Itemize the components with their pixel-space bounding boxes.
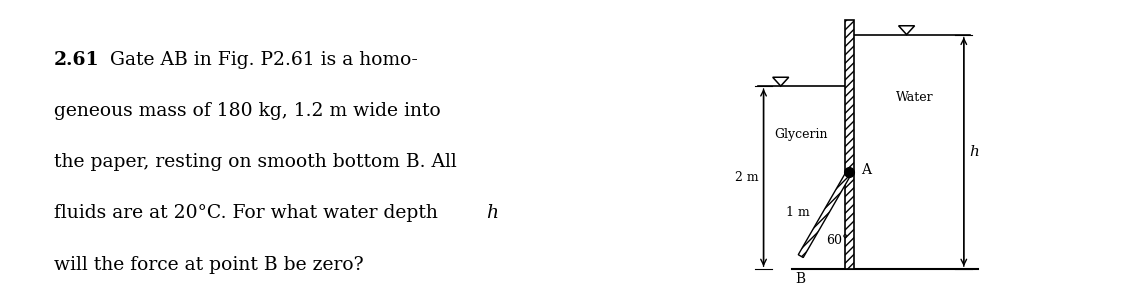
Polygon shape xyxy=(773,77,789,86)
Text: B: B xyxy=(795,272,806,286)
Text: 2.61: 2.61 xyxy=(54,51,99,69)
Text: Glycerin: Glycerin xyxy=(774,128,828,141)
Text: Water: Water xyxy=(897,91,934,104)
Text: the paper, resting on smooth bottom B. All: the paper, resting on smooth bottom B. A… xyxy=(54,153,457,171)
Polygon shape xyxy=(899,26,915,35)
Text: will the force at point B be zero?: will the force at point B be zero? xyxy=(54,256,363,274)
Polygon shape xyxy=(799,170,852,257)
Text: 2 m: 2 m xyxy=(735,171,758,184)
Text: 1 m: 1 m xyxy=(785,206,809,219)
Text: h: h xyxy=(970,145,980,159)
Text: Gate AB in Fig. P2.61 is a homo-: Gate AB in Fig. P2.61 is a homo- xyxy=(110,51,418,69)
Text: 60°: 60° xyxy=(827,234,849,247)
Text: geneous mass of 180 kg, 1.2 m wide into: geneous mass of 180 kg, 1.2 m wide into xyxy=(54,102,440,120)
Text: h: h xyxy=(486,204,498,222)
Text: fluids are at 20°C. For what water depth: fluids are at 20°C. For what water depth xyxy=(54,204,443,222)
Bar xyxy=(845,20,854,269)
Text: A: A xyxy=(861,164,871,177)
